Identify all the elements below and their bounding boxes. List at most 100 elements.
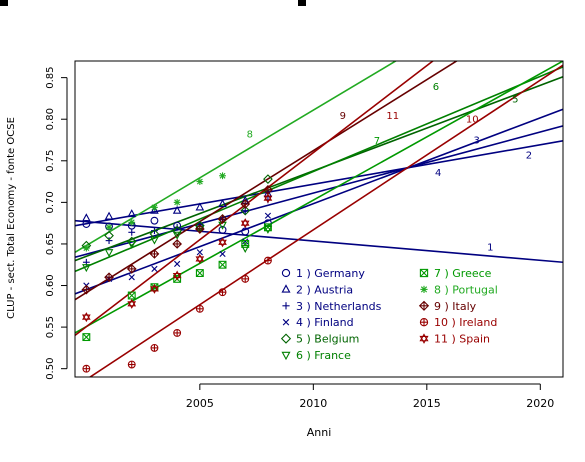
data-point-series-8 [151,203,158,211]
legend-label: 9 ) Italy [434,300,477,313]
y-tick-label: 0.75 [45,150,56,172]
data-point-series-10 [173,328,182,337]
legend-item-series-2: 2 ) Austria [281,283,353,296]
legend-label: 1 ) Germany [296,267,365,280]
data-points [81,172,273,373]
data-point-series-9 [81,284,92,295]
data-point-series-8 [82,244,90,252]
data-point-series-9 [149,249,160,259]
data-point-series-5 [240,205,251,216]
legend-label: 7 ) Greece [434,267,492,280]
data-point-series-2 [104,211,114,220]
data-point-series-9 [217,214,228,224]
line-label-series-2: 2 [526,150,532,161]
data-point-series-11 [150,283,159,294]
plot-frame [74,60,564,378]
data-point-series-5 [149,229,160,239]
data-point-series-10 [150,343,159,352]
data-point-series-5 [104,230,114,241]
legend-label: 11 ) Spain [434,333,490,346]
legend-item-series-3: 3 ) Netherlands [282,300,382,313]
y-tick-label: 0.85 [45,66,56,88]
data-point-series-2 [172,205,182,214]
data-point-series-4 [219,250,226,258]
data-point-series-11 [263,193,273,204]
line-label-series-6: 6 [433,82,439,93]
data-point-series-4 [128,274,135,281]
x-tick-label: 2005 [186,397,214,410]
legend-label: 2 ) Austria [296,283,353,296]
line-label-series-4: 4 [435,168,441,179]
line-label-series-8: 8 [247,130,253,141]
trend-line-series-2 [75,140,563,227]
trend-line-series-4 [75,108,563,295]
line-label-series-1: 1 [487,243,493,254]
data-point-series-10 [195,304,204,313]
y-tick-label: 0.60 [45,274,56,296]
data-point-series-2 [127,209,137,218]
line-label-series-5: 5 [512,95,518,106]
data-point-series-3 [105,237,113,245]
data-point-series-8 [219,172,226,180]
data-point-series-10 [218,288,227,297]
legend-label: 8 ) Portugal [434,283,498,296]
data-point-series-9 [194,224,205,234]
data-point-series-8 [173,198,181,206]
data-point-series-6 [82,264,91,273]
trend-line-series-9 [75,61,459,301]
legend-item-series-9: 9 ) Italy [418,300,477,313]
trend-line-series-10 [88,64,563,377]
legend-label: 4 ) Finland [296,316,354,329]
data-point-series-4 [264,212,272,219]
legend-item-series-7: 7 ) Greece [419,267,492,280]
top-edge-mark [0,0,8,6]
line-label-series-9: 9 [340,111,346,122]
legend-item-series-4: 4 ) Finland [282,316,354,329]
legend-item-series-5: 5 ) Belgium [280,333,359,346]
data-point-series-10 [241,274,250,283]
legend-item-series-10: 10 ) Ireland [419,316,497,329]
data-point-series-1 [218,225,227,234]
line-label-series-3: 3 [474,135,480,146]
data-point-series-7 [263,223,272,232]
data-point-series-8 [196,178,204,185]
legend: 1 ) Germany 2 ) Austria 3 ) Netherlands 4 )… [280,267,498,362]
data-point-series-8 [105,223,113,231]
data-point-series-9 [126,264,137,274]
y-tick-label: 0.70 [45,191,56,213]
data-point-series-11 [218,237,227,248]
data-point-series-2 [82,213,91,222]
axes: 2005 2010 2015 2020 0.50 0.55 0.60 0.65 0.70 0.75… [45,60,564,410]
data-point-series-7 [218,260,227,269]
data-point-series-8 [128,218,136,226]
data-point-series-11 [82,312,91,323]
legend-item-series-1: 1 ) Germany [281,267,365,280]
data-point-series-9 [240,199,251,209]
data-point-series-9 [172,239,182,249]
data-point-series-11 [127,298,137,309]
data-point-series-9 [104,272,114,283]
line-label-series-10: 10 [466,115,479,126]
data-point-series-6 [104,249,114,258]
data-point-series-6 [240,245,250,254]
y-tick-label: 0.65 [45,233,56,255]
y-axis-title: CLUP - sect. Total Economy - fonte OCSE [6,117,17,319]
legend-item-series-6: 6 ) France [281,349,351,362]
data-point-series-2 [218,199,227,208]
x-tick-label: 2015 [413,397,441,410]
trend-line-series-1 [75,219,563,264]
legend-label: 10 ) Ireland [434,316,497,329]
data-point-series-10 [82,364,91,373]
y-tick-label: 0.80 [45,108,56,130]
y-tick-label: 0.50 [45,358,56,380]
legend-item-series-8: 8 ) Portugal [420,283,498,296]
x-tick-label: 2010 [299,397,327,410]
trend-line-series-3 [75,125,563,259]
data-point-series-6 [150,236,159,245]
data-point-series-5 [263,174,273,184]
data-point-series-11 [240,218,250,229]
trend-line-series-8 [75,61,398,253]
top-edge-mark [298,0,306,6]
data-point-series-6 [127,240,137,249]
